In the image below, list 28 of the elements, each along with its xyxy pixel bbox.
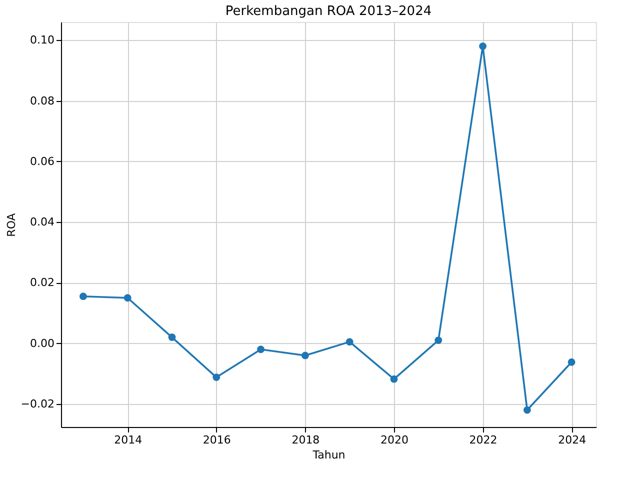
x-axis-title: Tahun — [312, 448, 346, 462]
point — [346, 338, 354, 346]
y-tick-label: 0.08 — [30, 94, 54, 108]
x-tick-label: 2016 — [202, 434, 231, 446]
y-tick-label: 0.00 — [30, 336, 54, 350]
y-tick-label: 0.10 — [30, 34, 54, 47]
y-tick-label: 0.04 — [30, 216, 54, 229]
point — [212, 374, 220, 381]
point — [434, 336, 442, 344]
point — [79, 292, 87, 300]
y-tick-label: 0.02 — [30, 276, 54, 290]
point — [390, 375, 398, 383]
x-tick-label: 2018 — [292, 434, 320, 446]
x-tick-label: 2022 — [469, 434, 498, 446]
chart-title: Perkembangan ROA 2013–2024 — [225, 4, 432, 19]
point — [257, 346, 264, 354]
x-tick-label: 2014 — [114, 434, 142, 446]
point — [479, 42, 486, 50]
y-tick-label: 0.06 — [30, 154, 54, 168]
point — [301, 352, 309, 360]
point — [124, 294, 132, 302]
x-tick-label: 2024 — [558, 434, 586, 446]
point — [568, 358, 576, 366]
y-axis-title: ROA — [4, 212, 18, 237]
point — [168, 334, 176, 341]
x-tick-label: 2020 — [380, 434, 408, 446]
y-tick-label: −0.02 — [20, 397, 54, 410]
point — [523, 406, 531, 414]
